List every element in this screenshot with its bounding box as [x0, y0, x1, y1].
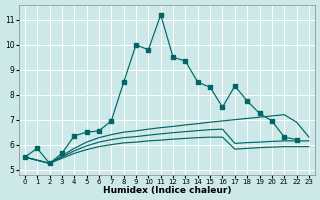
X-axis label: Humidex (Indice chaleur): Humidex (Indice chaleur) — [103, 186, 231, 195]
